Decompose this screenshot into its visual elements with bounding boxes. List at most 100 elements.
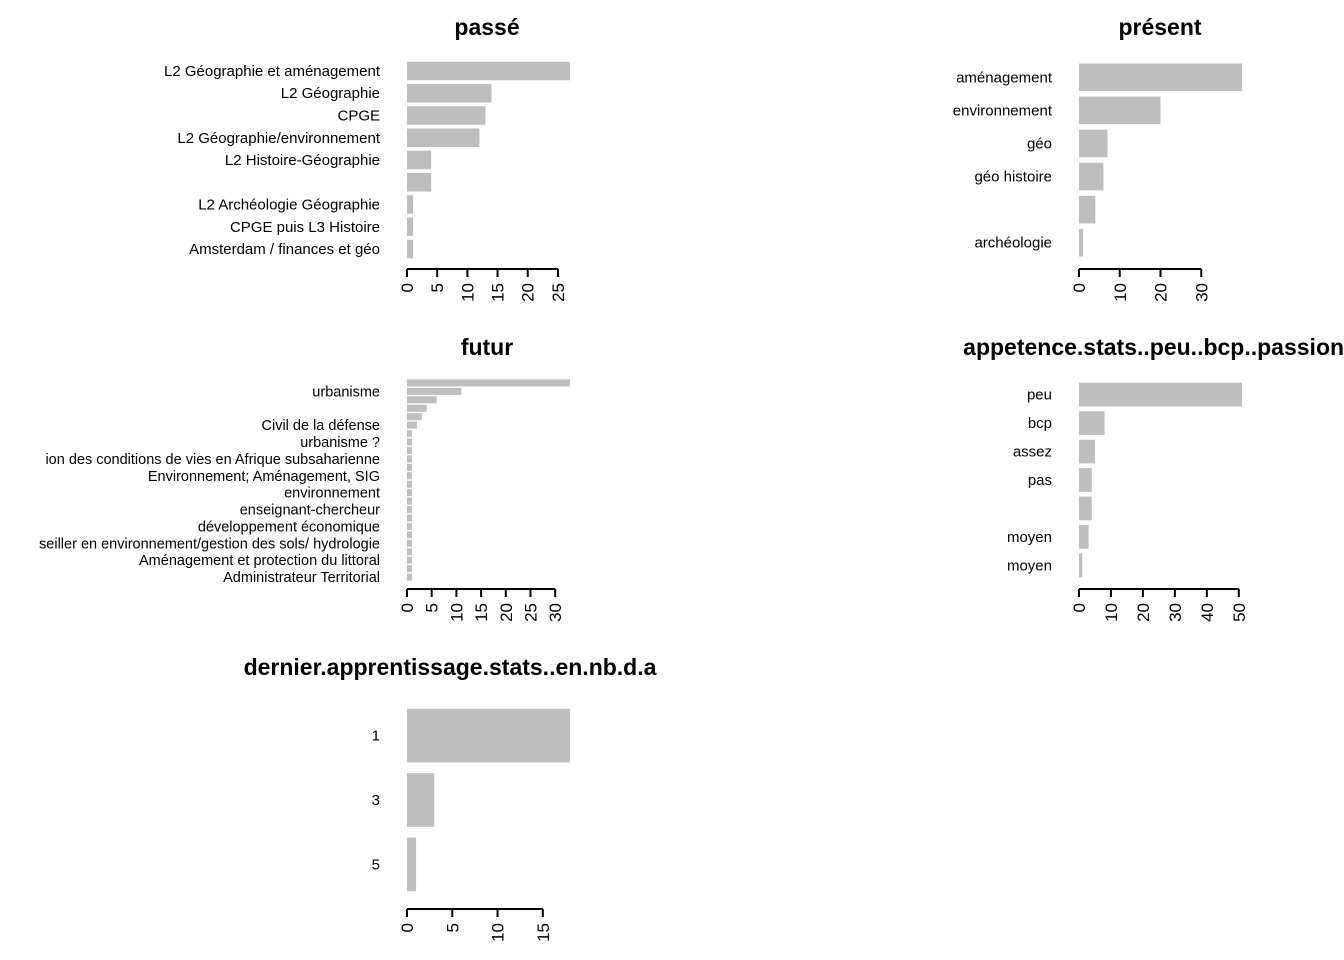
- chart-title: futur: [461, 334, 513, 360]
- category-label: ion des conditions de vies en Afrique su…: [45, 452, 380, 468]
- category-label: seiller en environnement/gestion des sol…: [39, 536, 380, 552]
- bar: [407, 61, 570, 81]
- category-label: archéologie: [974, 235, 1052, 252]
- category-label: pas: [1028, 472, 1052, 489]
- x-tick-label: 50: [1230, 603, 1249, 622]
- chart-panel-1: passé L2 Géographie et aménagement L2 Géog…: [164, 14, 570, 302]
- x-tick-label: 0: [1070, 603, 1089, 612]
- bar: [407, 455, 412, 463]
- x-tick-label: 0: [398, 283, 417, 292]
- x-tick-label: 10: [489, 923, 508, 942]
- category-label: CPGE puis L3 Histoire: [230, 219, 380, 236]
- category-label: L2 Archéologie Géographie: [198, 197, 380, 214]
- x-tick-label: 25: [521, 603, 540, 622]
- bar: [407, 438, 412, 446]
- bar: [407, 556, 412, 564]
- bar: [1079, 162, 1104, 191]
- chart-panel-2: présent aménagement environnement géo géo hi…: [953, 14, 1242, 302]
- category-label: peu: [1027, 387, 1052, 404]
- chart-title: présent: [1118, 14, 1201, 40]
- x-tick-label: 20: [1152, 283, 1171, 302]
- bar: [407, 217, 414, 237]
- chart-title: passé: [454, 14, 519, 40]
- bar: [407, 708, 570, 763]
- x-tick-label: 30: [546, 603, 565, 622]
- bar: [407, 404, 427, 412]
- chart-title: appetence.stats..peu..bcp..passion..: [963, 334, 1344, 360]
- category-label: L2 Géographie et aménagement: [164, 63, 381, 80]
- bar: [407, 150, 432, 170]
- category-label: urbanisme ?: [300, 435, 380, 451]
- bar: [407, 497, 412, 505]
- x-tick-label: 5: [428, 283, 447, 292]
- bar: [407, 539, 412, 547]
- bar: [407, 387, 462, 395]
- x-tick-label: 40: [1198, 603, 1217, 622]
- x-tick-label: 15: [472, 603, 491, 622]
- chart-panel-5: dernier.apprentissage.stats..en.nb.d.a 1 3…: [244, 654, 657, 942]
- x-tick-label: 5: [443, 923, 462, 932]
- category-label: urbanisme: [312, 384, 380, 400]
- category-label: 5: [372, 856, 380, 873]
- category-label: assez: [1013, 444, 1052, 461]
- x-tick-label: 10: [447, 603, 466, 622]
- bar: [1079, 553, 1083, 578]
- category-label: 3: [372, 792, 380, 809]
- bar: [1079, 195, 1096, 224]
- bar: [407, 837, 417, 892]
- x-tick-label: 20: [519, 283, 538, 302]
- bar: [1079, 228, 1084, 257]
- bar: [1079, 525, 1089, 549]
- category-label: Amsterdam / finances et géo: [189, 241, 380, 258]
- bar: [1079, 411, 1105, 435]
- category-label: Administrateur Territorial: [223, 570, 380, 586]
- bar: [407, 413, 422, 421]
- bar: [1079, 468, 1092, 492]
- bar: [407, 396, 437, 404]
- category-label: 1: [372, 728, 380, 745]
- bar: [407, 472, 412, 480]
- category-label: L2 Histoire-Géographie: [225, 152, 380, 169]
- category-label: développement économique: [198, 519, 380, 535]
- category-label: environnement: [284, 486, 380, 502]
- x-tick-label: 0: [398, 923, 417, 932]
- bar: [407, 548, 412, 556]
- bar: [407, 421, 417, 429]
- x-tick-label: 10: [1102, 603, 1121, 622]
- x-tick-label: 0: [1070, 283, 1089, 292]
- category-label: environnement: [953, 102, 1053, 119]
- x-tick-label: 10: [458, 283, 477, 302]
- x-tick-label: 20: [1134, 603, 1153, 622]
- category-label: enseignant-chercheur: [240, 503, 380, 519]
- category-label: aménagement: [956, 69, 1053, 86]
- bar: [1079, 382, 1242, 407]
- x-tick-label: 15: [489, 283, 508, 302]
- category-label: CPGE: [337, 107, 380, 124]
- x-tick-label: 25: [549, 283, 568, 302]
- bar: [1079, 439, 1095, 464]
- bar: [407, 480, 412, 488]
- bar: [407, 531, 412, 539]
- category-label: Aménagement et protection du littoral: [139, 553, 380, 569]
- bar: [1079, 496, 1092, 521]
- x-tick-label: 30: [1192, 283, 1211, 302]
- x-tick-label: 0: [398, 603, 417, 612]
- chart-title: dernier.apprentissage.stats..en.nb.d.a: [244, 654, 657, 680]
- x-tick-label: 15: [534, 923, 553, 942]
- bar: [407, 83, 492, 103]
- bar: [1079, 63, 1242, 92]
- category-label: L2 Géographie: [281, 85, 380, 102]
- bar: [407, 172, 432, 192]
- category-label: géo histoire: [974, 169, 1052, 186]
- category-label: L2 Géographie/environnement: [177, 130, 380, 147]
- x-tick-label: 5: [423, 603, 442, 612]
- chart-panel-4: appetence.stats..peu..bcp..passion.. peu b…: [963, 334, 1344, 622]
- category-label: moyen: [1007, 529, 1052, 546]
- chart-panel-3: futur urbanisme Civil de la défense urbani…: [39, 334, 570, 622]
- bar: [407, 239, 414, 259]
- bar: [407, 773, 435, 827]
- category-label: géo: [1027, 135, 1052, 152]
- bar: [407, 106, 486, 125]
- bar: [407, 573, 412, 581]
